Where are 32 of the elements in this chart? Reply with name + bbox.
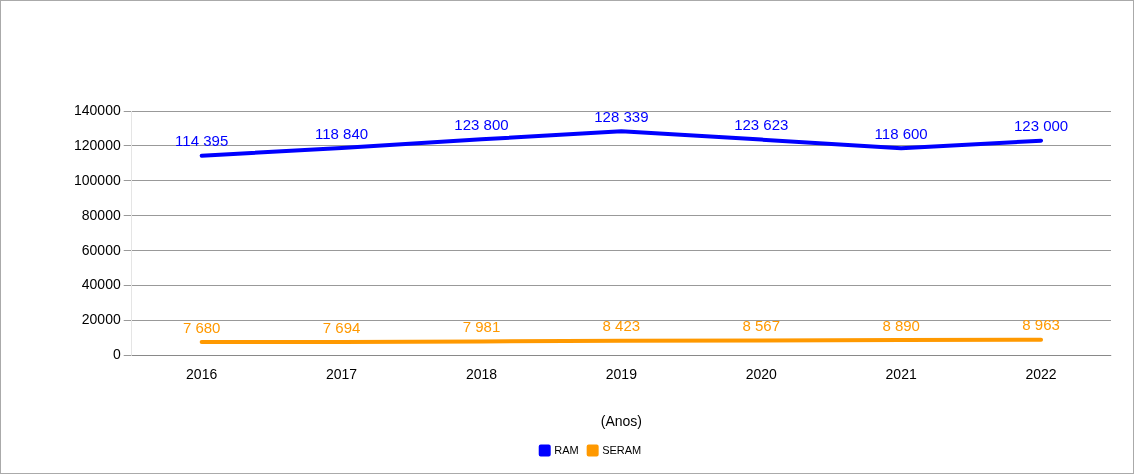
legend-label: SERAM [602,443,642,456]
y-tick-label: 140000 [74,101,121,118]
data-label: 123 623 [734,116,789,134]
data-label: 7 981 [462,318,501,336]
y-tick-label: 20000 [81,311,121,328]
data-label: 8 963 [1022,316,1060,334]
x-axis-title: (Anos) [600,413,642,430]
y-tick-label: 0 [112,346,121,363]
x-tick-label: 2017 [325,365,358,382]
data-label: 7 694 [322,318,361,336]
y-tick-label: 80000 [81,206,121,223]
data-label: 7 680 [182,318,221,336]
data-label: 8 567 [742,317,781,335]
data-label: 123 800 [454,115,509,133]
x-tick-label: 2019 [605,365,638,382]
data-label: 118 600 [874,125,928,142]
data-label: 118 840 [315,124,369,142]
data-label: 123 000 [1013,117,1069,135]
y-tick-label: 60000 [81,241,121,258]
y-tick-label: 100000 [74,171,121,188]
y-tick-label: 120000 [74,136,121,153]
x-tick-label: 2022 [1025,365,1057,382]
x-tick-label: 2021 [885,365,917,382]
x-tick-label: 2016 [186,365,218,382]
data-label: 8 423 [602,317,641,335]
x-tick-label: 2020 [745,365,778,382]
data-label: 8 890 [882,316,920,334]
legend-label: RAM [554,443,579,456]
x-tick-label: 2018 [465,365,498,382]
data-label: 128 339 [594,108,649,125]
data-label: 114 395 [175,132,229,150]
y-tick-label: 40000 [81,276,121,293]
